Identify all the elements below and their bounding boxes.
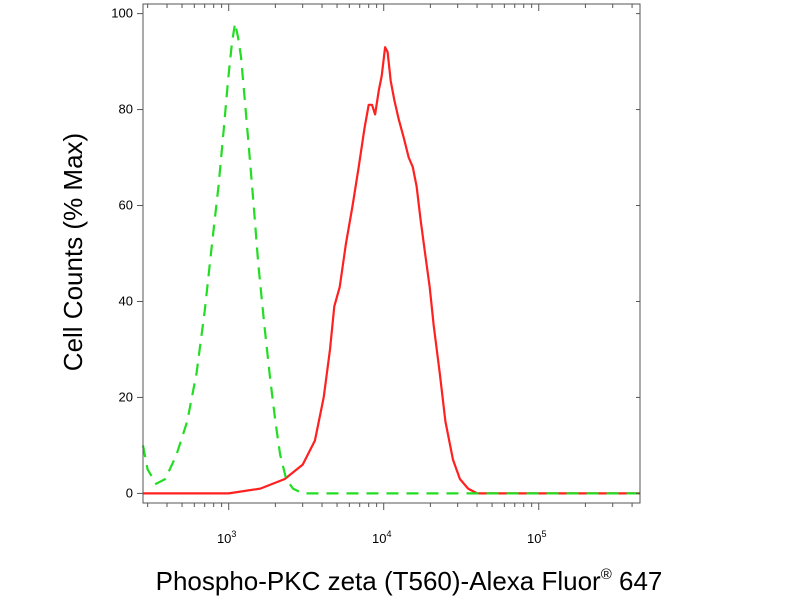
x-tick-label-10000: 104 bbox=[372, 529, 391, 546]
x-tick-label-base: 10 bbox=[217, 531, 231, 546]
x-tick-label-100000: 105 bbox=[527, 529, 546, 546]
y-tick-label-0: 0 bbox=[126, 485, 133, 500]
y-tick-label-60: 60 bbox=[119, 198, 133, 213]
x-tick-label-base: 10 bbox=[372, 531, 386, 546]
x-axis-title: Phospho-PKC zeta (T560)-Alexa Fluor® 647 bbox=[156, 566, 663, 596]
x-tick-label-exponent: 3 bbox=[231, 529, 236, 539]
x-axis-title-suffix: 647 bbox=[612, 566, 663, 596]
series-line-2 bbox=[141, 22, 640, 495]
plot-frame bbox=[142, 3, 641, 504]
x-tick-label-1000: 103 bbox=[217, 529, 236, 546]
x-tick-label-base: 10 bbox=[527, 531, 541, 546]
y-tick-label-80: 80 bbox=[119, 102, 133, 117]
series-line-1 bbox=[143, 46, 640, 495]
y-axis-title: Cell Counts (% Max) bbox=[58, 133, 88, 371]
x-tick-label-exponent: 5 bbox=[541, 529, 546, 539]
x-axis-title-main: Phospho-PKC zeta (T560)-Alexa Fluor bbox=[156, 566, 601, 596]
y-tick-label-40: 40 bbox=[119, 293, 133, 308]
y-tick-label-20: 20 bbox=[119, 389, 133, 404]
y-tick-label-100: 100 bbox=[111, 6, 133, 21]
x-tick-label-exponent: 4 bbox=[386, 529, 391, 539]
x-axis-title-superscript: ® bbox=[601, 566, 612, 583]
